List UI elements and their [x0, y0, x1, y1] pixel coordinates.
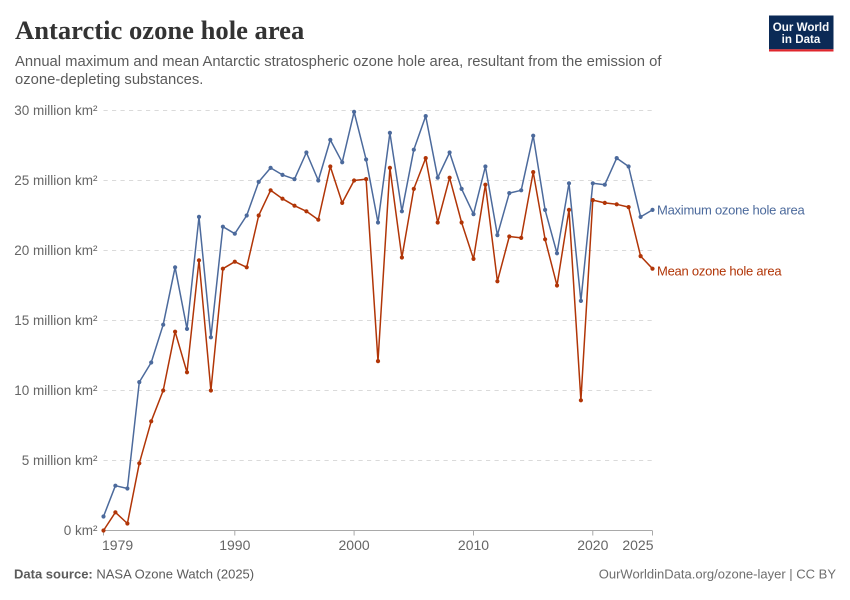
svg-text:2010: 2010: [458, 537, 489, 553]
svg-text:ozone-depleting substances.: ozone-depleting substances.: [15, 72, 203, 88]
svg-text:2020: 2020: [577, 537, 608, 553]
svg-text:2000: 2000: [339, 537, 370, 553]
svg-text:20 million km²: 20 million km²: [14, 243, 98, 258]
svg-text:1979: 1979: [102, 537, 133, 553]
svg-text:10 million km²: 10 million km²: [14, 383, 98, 398]
svg-text:5 million km²: 5 million km²: [22, 453, 98, 468]
svg-text:15 million km²: 15 million km²: [14, 313, 98, 328]
svg-text:30 million km²: 30 million km²: [14, 103, 98, 118]
svg-text:OurWorldinData.org/ozone-layer: OurWorldinData.org/ozone-layer | CC BY: [599, 567, 837, 582]
svg-text:1990: 1990: [219, 537, 250, 553]
svg-text:Our World: Our World: [773, 21, 829, 34]
svg-text:Maximum ozone hole area: Maximum ozone hole area: [657, 202, 805, 217]
svg-text:Antarctic ozone hole area: Antarctic ozone hole area: [15, 15, 304, 45]
svg-text:25 million km²: 25 million km²: [14, 173, 98, 188]
svg-text:Mean ozone hole area: Mean ozone hole area: [657, 263, 782, 278]
svg-text:Data source: NASA Ozone Watch: Data source: NASA Ozone Watch (2025): [14, 567, 254, 582]
svg-text:2025: 2025: [622, 537, 653, 553]
svg-text:0 km²: 0 km²: [64, 523, 98, 538]
svg-text:Annual maximum and mean Antarc: Annual maximum and mean Antarctic strato…: [15, 54, 662, 70]
svg-text:in Data: in Data: [782, 33, 821, 46]
